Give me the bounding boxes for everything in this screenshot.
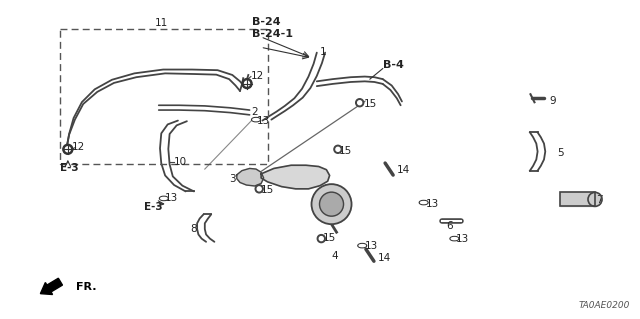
Circle shape bbox=[63, 144, 73, 154]
Circle shape bbox=[244, 81, 250, 86]
Circle shape bbox=[588, 192, 602, 206]
Text: 10: 10 bbox=[174, 157, 188, 167]
Text: 15: 15 bbox=[323, 233, 337, 243]
Text: 8: 8 bbox=[191, 224, 197, 234]
Circle shape bbox=[334, 145, 342, 153]
Text: 7: 7 bbox=[596, 195, 603, 205]
Text: FR.: FR. bbox=[76, 282, 97, 292]
Text: 1: 1 bbox=[320, 47, 326, 57]
Ellipse shape bbox=[450, 236, 459, 241]
Circle shape bbox=[255, 185, 263, 193]
Text: 13: 13 bbox=[257, 115, 271, 126]
Text: 4: 4 bbox=[332, 251, 338, 261]
Text: 14: 14 bbox=[378, 253, 391, 263]
Text: 13: 13 bbox=[426, 198, 439, 209]
Text: E-3: E-3 bbox=[144, 202, 163, 212]
Text: 13: 13 bbox=[365, 241, 378, 251]
Bar bbox=[560, 192, 595, 206]
Text: E-3: E-3 bbox=[60, 163, 78, 174]
Text: 15: 15 bbox=[364, 99, 377, 109]
Ellipse shape bbox=[419, 200, 428, 205]
Ellipse shape bbox=[253, 119, 259, 121]
Ellipse shape bbox=[252, 117, 260, 122]
Text: 2: 2 bbox=[252, 107, 258, 117]
Text: 6: 6 bbox=[447, 221, 453, 231]
Circle shape bbox=[358, 101, 362, 105]
Text: B-24: B-24 bbox=[252, 17, 280, 27]
Text: B-4: B-4 bbox=[383, 60, 404, 70]
Text: B-24-1: B-24-1 bbox=[252, 29, 292, 40]
Circle shape bbox=[312, 184, 351, 224]
Text: 9: 9 bbox=[549, 96, 556, 107]
Text: 12: 12 bbox=[251, 71, 264, 81]
Text: 11: 11 bbox=[155, 18, 168, 28]
Ellipse shape bbox=[159, 196, 168, 201]
Bar bbox=[560, 192, 595, 206]
Text: 5: 5 bbox=[557, 148, 563, 158]
Bar bbox=[60, 29, 268, 164]
Text: 13: 13 bbox=[456, 234, 469, 244]
FancyArrow shape bbox=[40, 278, 63, 294]
Circle shape bbox=[65, 147, 70, 152]
Circle shape bbox=[257, 187, 261, 191]
Ellipse shape bbox=[161, 197, 167, 199]
Ellipse shape bbox=[359, 245, 365, 247]
Ellipse shape bbox=[420, 202, 427, 204]
Text: 12: 12 bbox=[72, 142, 85, 152]
Polygon shape bbox=[261, 165, 330, 189]
Circle shape bbox=[336, 147, 340, 151]
Text: 13: 13 bbox=[165, 193, 179, 203]
Text: 15: 15 bbox=[339, 145, 353, 156]
Text: 3: 3 bbox=[229, 174, 236, 184]
Text: 14: 14 bbox=[397, 165, 410, 175]
Circle shape bbox=[317, 234, 325, 243]
Circle shape bbox=[319, 192, 344, 216]
Ellipse shape bbox=[451, 238, 458, 240]
Ellipse shape bbox=[358, 243, 367, 248]
Circle shape bbox=[319, 237, 323, 241]
Polygon shape bbox=[237, 168, 264, 186]
Circle shape bbox=[242, 78, 252, 89]
Text: 15: 15 bbox=[261, 185, 275, 195]
Circle shape bbox=[356, 99, 364, 107]
Text: TA0AE0200: TA0AE0200 bbox=[579, 301, 630, 310]
